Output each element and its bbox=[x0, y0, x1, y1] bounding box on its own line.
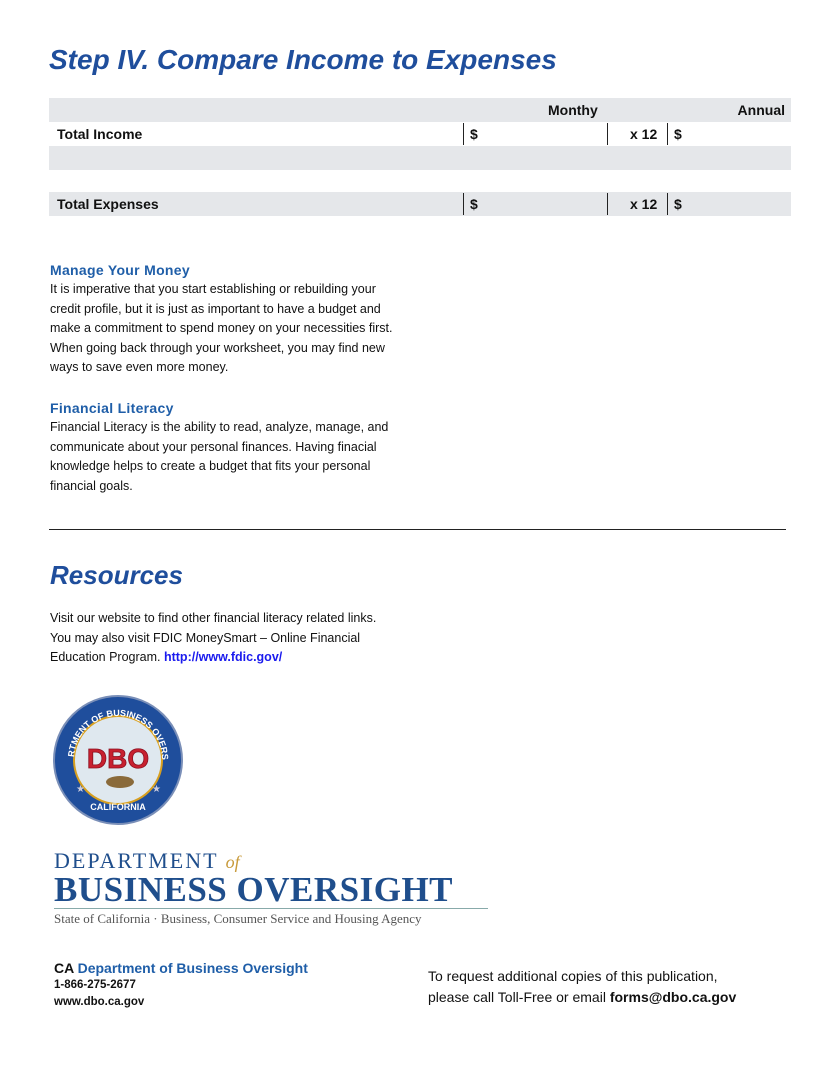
table-row: Total Income $ x 12 $ bbox=[49, 122, 791, 146]
monthly-income-field[interactable]: $ bbox=[470, 126, 478, 142]
literacy-heading: Financial Literacy bbox=[50, 400, 174, 416]
svg-text:★: ★ bbox=[152, 784, 161, 795]
email-link[interactable]: forms@dbo.ca.gov bbox=[609, 989, 737, 1005]
footer-phone: 1-866-275-2677 bbox=[54, 979, 136, 991]
row-label: Total Expenses bbox=[57, 196, 159, 212]
svg-text:★: ★ bbox=[76, 784, 85, 795]
resources-body: Visit our website to find other financia… bbox=[50, 609, 380, 668]
logo-tagline: State of California · Business, Consumer… bbox=[54, 911, 422, 926]
page-title: Step IV. Compare Income to Expenses bbox=[49, 44, 557, 75]
row-label: Total Income bbox=[57, 126, 143, 142]
logo-department: DEPARTMENT of bbox=[54, 848, 240, 873]
footer-dept: CA Department of Business Oversight bbox=[54, 960, 308, 976]
footer-request: To request additional copies of this pub… bbox=[428, 968, 737, 1005]
col-annual: Annual bbox=[737, 102, 785, 118]
footer-website[interactable]: www.dbo.ca.gov bbox=[54, 996, 145, 1008]
svg-text:CALIFORNIA: CALIFORNIA bbox=[90, 802, 146, 812]
dbo-seal-logo: DEPARTMENT OF BUSINESS OVERSIGHT CALIFOR… bbox=[52, 694, 183, 825]
annual-income-field[interactable]: $ bbox=[674, 126, 682, 142]
resources-text: Visit our website to find other financia… bbox=[50, 611, 377, 664]
literacy-body: Financial Literacy is the ability to rea… bbox=[50, 420, 389, 493]
divider bbox=[49, 529, 786, 530]
manage-heading: Manage Your Money bbox=[50, 262, 190, 278]
table-row: Total Expenses $ x 12 $ bbox=[49, 192, 791, 216]
multiplier: x 12 bbox=[630, 196, 658, 212]
multiplier: x 12 bbox=[630, 126, 658, 142]
logo-business-oversight: BUSINESS OVERSIGHT bbox=[54, 870, 454, 909]
svg-text:DBO: DBO bbox=[87, 743, 149, 774]
col-monthly: Monthy bbox=[548, 102, 598, 118]
fdic-link[interactable]: http://www.fdic.gov/ bbox=[163, 650, 283, 664]
monthly-expenses-field[interactable]: $ bbox=[470, 196, 478, 212]
table-header: Monthy Annual bbox=[49, 98, 791, 122]
manage-body: It is imperative that you start establis… bbox=[50, 282, 393, 374]
spacer-row bbox=[49, 146, 791, 170]
logo-rule bbox=[54, 908, 488, 909]
income-expense-table: Monthy Annual Total Income $ x 12 $ Tota… bbox=[49, 98, 791, 216]
annual-expenses-field[interactable]: $ bbox=[674, 196, 682, 212]
resources-heading: Resources bbox=[50, 560, 183, 590]
